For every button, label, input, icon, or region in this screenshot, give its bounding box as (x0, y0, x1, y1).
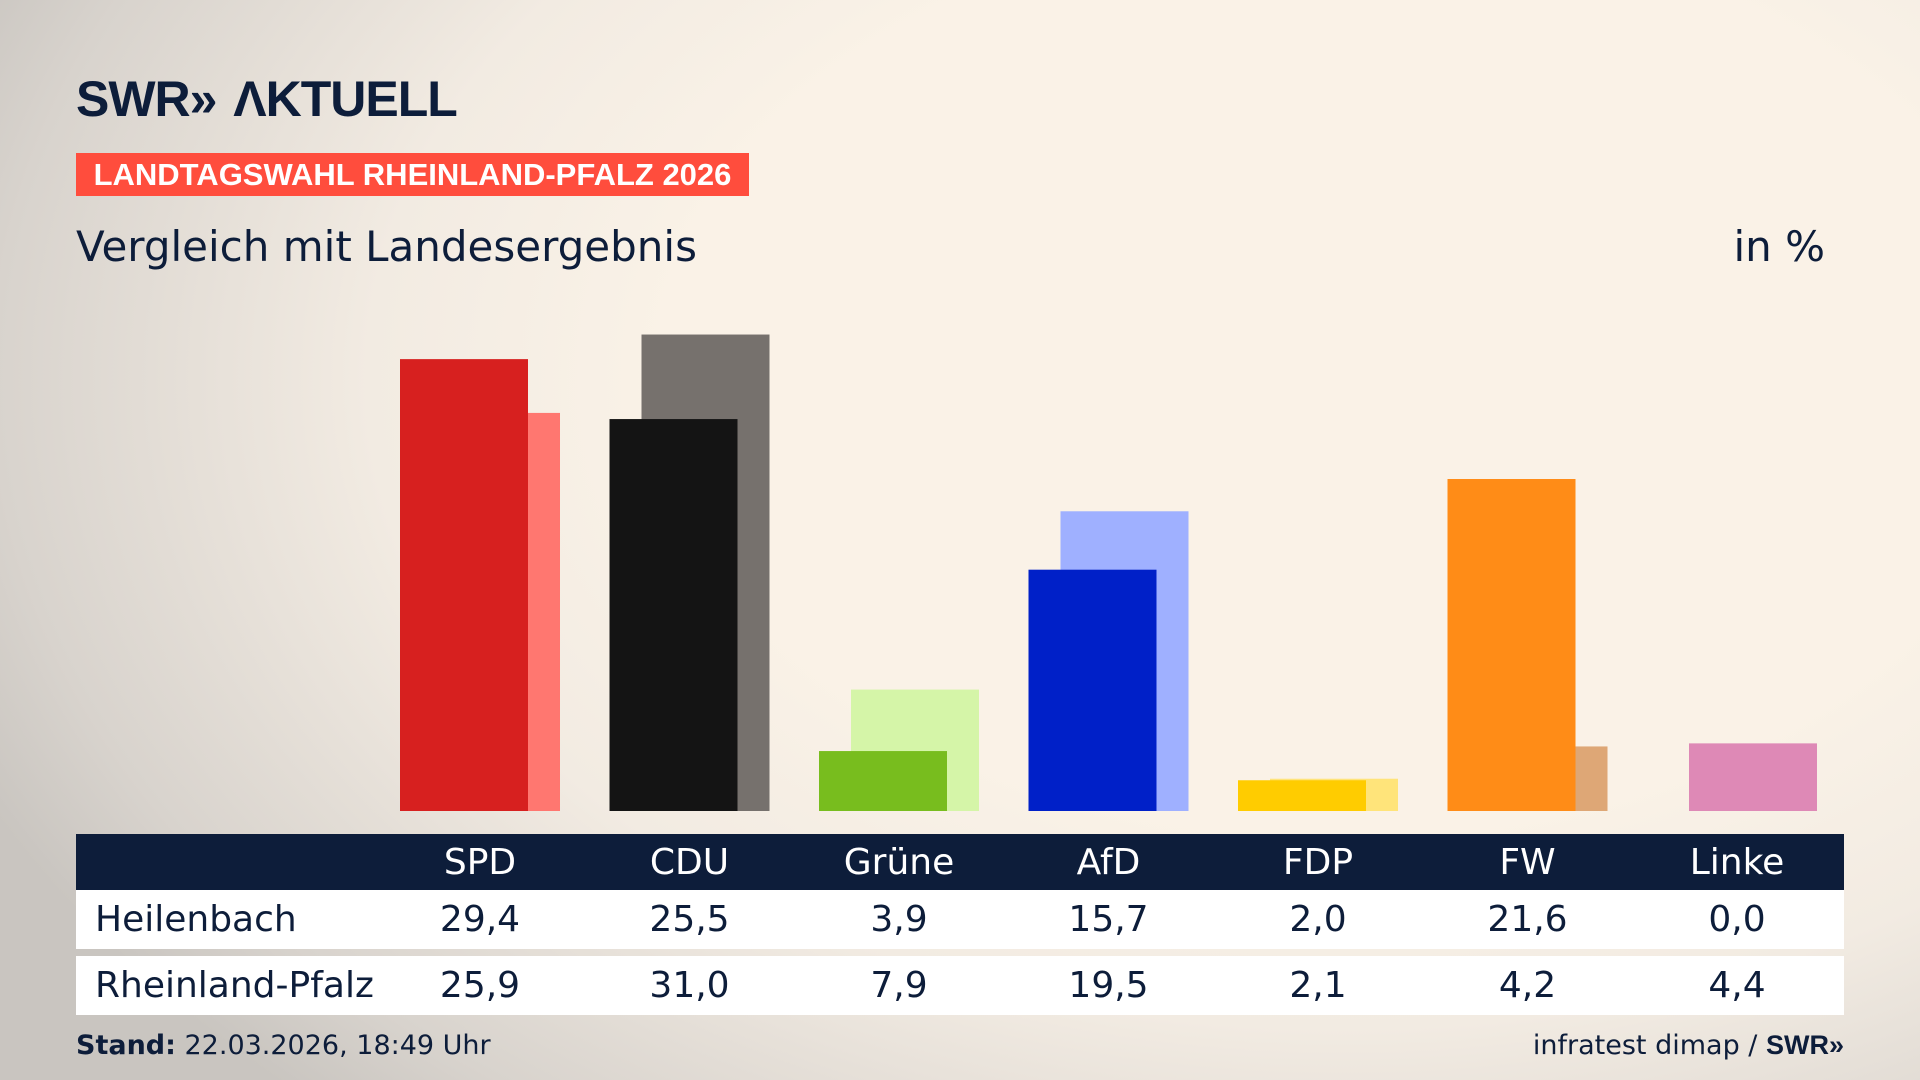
bar-fdp-local (1238, 780, 1366, 811)
value-cell: 0,0 (1708, 899, 1766, 940)
value-cell: 2,0 (1289, 899, 1347, 940)
bar-cdu-local (609, 419, 738, 811)
party-header: FDP (1282, 841, 1354, 883)
value-cell: 25,5 (649, 899, 730, 940)
unit-label: in % (1733, 222, 1825, 271)
party-header: SPD (443, 841, 517, 883)
bar-afd-local (1028, 569, 1157, 811)
table-row: Heilenbach 29,4 25,5 3,9 15,7 2,0 21,6 0,0 (76, 890, 1844, 949)
party-header: FW (1499, 841, 1556, 883)
value-cell: 15,7 (1068, 899, 1149, 940)
party-header: Grüne (843, 841, 955, 883)
table-header: SPD CDU Grüne AfD FDP FW Linke (76, 834, 1844, 890)
party-header: Linke (1689, 841, 1785, 883)
value-cell: 31,0 (649, 965, 730, 1006)
bar-spd-local (400, 359, 528, 811)
bar-linke-state (1689, 743, 1817, 811)
timestamp: Stand: 22.03.2026, 18:49 Uhr (76, 1030, 491, 1061)
value-cell: 3,9 (870, 899, 928, 940)
party-header: AfD (1076, 841, 1141, 883)
stand-value: 22.03.2026, 18:49 Uhr (175, 1030, 491, 1061)
chart-subtitle: Vergleich mit Landesergebnis (76, 222, 697, 271)
bar-grüne-local (819, 751, 947, 811)
row-label: Heilenbach (95, 899, 297, 940)
value-cell: 19,5 (1068, 965, 1149, 1006)
source: infratest dimap / SWR» (1533, 1030, 1844, 1061)
swr-aktuell-logo: SWR» ΛKTUELL (76, 71, 458, 127)
value-cell: 21,6 (1487, 899, 1568, 940)
value-cell: 4,2 (1498, 965, 1557, 1006)
election-banner: LANDTAGSWAHL RHEINLAND-PFALZ 2026 (76, 153, 749, 196)
value-cell: 2,1 (1289, 965, 1347, 1006)
bar-fw-local (1447, 479, 1576, 811)
table-row: Rheinland-Pfalz 25,9 31,0 7,9 19,5 2,1 4,2 4,4 (76, 956, 1844, 1015)
row-label: Rheinland-Pfalz (95, 965, 374, 1006)
swr-logo: SWR» (1765, 1030, 1844, 1060)
value-cell: 4,4 (1708, 965, 1766, 1006)
bar-chart (400, 334, 1817, 811)
value-cell: 7,9 (870, 965, 928, 1006)
value-cell: 29,4 (439, 899, 521, 940)
source-text: infratest dimap / (1532, 1030, 1766, 1061)
party-header: CDU (649, 841, 730, 883)
value-cell: 25,9 (439, 965, 521, 1006)
stand-label: Stand: (76, 1030, 176, 1061)
